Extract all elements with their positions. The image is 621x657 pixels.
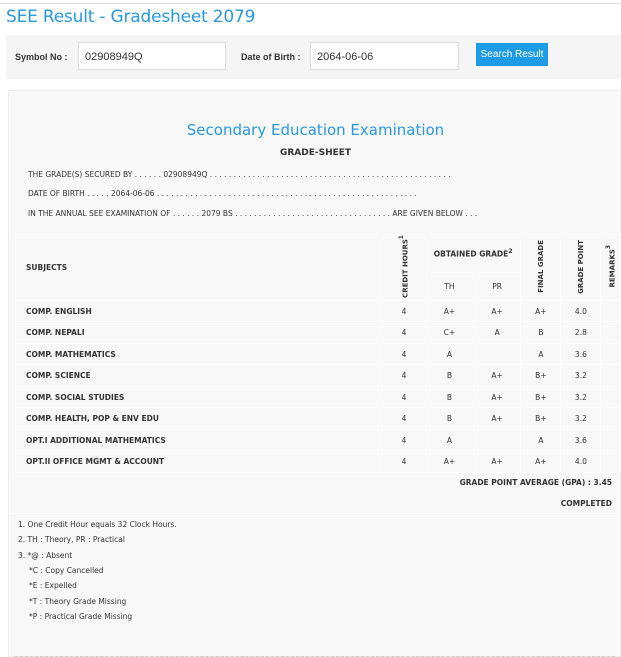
- table-row: OPT.I ADDITIONAL MATHEMATICS 4 A A 3.6: [15, 428, 621, 452]
- cell-final: A: [520, 342, 562, 366]
- cell-final: A+: [520, 450, 562, 473]
- table-row: COMP. SOCIAL STUDIES 4 B A+ B+ 3.2: [15, 385, 621, 409]
- header-th: TH: [425, 271, 474, 301]
- divider: [9, 513, 620, 514]
- cell-credit: 4: [382, 299, 426, 323]
- cell-credit: 4: [382, 407, 426, 430]
- cell-th: A+: [425, 299, 474, 323]
- cell-subject: COMP. NEPALI: [15, 321, 383, 344]
- table-row: COMP. NEPALI 4 C+ A B 2.8: [15, 321, 621, 344]
- cell-credit: 4: [382, 364, 426, 387]
- header-pr: PR: [472, 271, 522, 301]
- cell-pr: A+: [472, 407, 522, 430]
- sheet-subtitle: GRADE-SHEET: [279, 148, 352, 158]
- sheet-title: Secondary Education Examination: [186, 121, 445, 139]
- footnote: 2. TH : Theory, PR : Practical: [18, 535, 125, 545]
- cell-pr: A+: [472, 299, 522, 323]
- cell-remarks: [600, 428, 621, 452]
- footnote: *C : Copy Cancelled: [29, 565, 104, 575]
- grades-table: SUBJECTS CREDIT HOURS1 OBTAINED GRADE2 F…: [15, 234, 621, 473]
- cell-th: B: [425, 364, 474, 387]
- footnote: *T : Theory Grade Missing: [29, 596, 127, 606]
- header-point: GRADE POINT: [560, 234, 602, 301]
- cell-th: A: [425, 342, 474, 366]
- cell-pr: A+: [472, 364, 522, 387]
- cell-final: A+: [520, 299, 562, 323]
- cell-point: 3.2: [560, 407, 602, 430]
- cell-credit: 4: [382, 342, 426, 366]
- cell-point: 3.2: [560, 385, 602, 409]
- header-obtained: OBTAINED GRADE2: [424, 234, 522, 273]
- grade-secured-line: THE GRADE(S) SECURED BY . . . . . . 0290…: [28, 170, 451, 179]
- dob-input[interactable]: 2064-06-06: [310, 42, 459, 70]
- cell-remarks: [600, 342, 621, 366]
- table-row: COMP. SCIENCE 4 B A+ B+ 3.2: [15, 364, 621, 387]
- exam-line: IN THE ANNUAL SEE EXAMINATION OF . . . .…: [28, 209, 478, 218]
- cell-final: B+: [520, 407, 562, 430]
- table-row: COMP. ENGLISH 4 A+ A+ A+ 4.0: [15, 299, 621, 323]
- table-row: COMP. MATHEMATICS 4 A A 3.6: [15, 342, 621, 366]
- cell-remarks: [600, 299, 621, 323]
- symbol-label: Symbol No :: [15, 52, 68, 62]
- cell-credit: 4: [382, 321, 426, 344]
- cell-point: 3.6: [560, 342, 602, 366]
- header-credit: CREDIT HOURS1: [382, 234, 426, 301]
- cell-credit: 4: [382, 450, 426, 473]
- cell-pr: A: [472, 321, 522, 344]
- header-remarks: REMARKS3: [600, 234, 621, 301]
- cell-th: C+: [425, 321, 474, 344]
- cell-pr: [472, 342, 522, 366]
- cell-final: B: [520, 321, 562, 344]
- search-result-button[interactable]: Search Result: [476, 43, 548, 66]
- cell-remarks: [600, 364, 621, 387]
- cell-subject: COMP. SOCIAL STUDIES: [15, 385, 383, 409]
- cell-remarks: [600, 321, 621, 344]
- cell-pr: A+: [472, 450, 522, 473]
- cell-subject: COMP. HEALTH, POP & ENV EDU: [15, 407, 383, 430]
- status: COMPLETED: [560, 499, 612, 508]
- cell-subject: COMP. MATHEMATICS: [15, 342, 383, 366]
- gpa: GRADE POINT AVERAGE (GPA) : 3.45: [459, 478, 612, 487]
- table-row: OPT.II OFFICE MGMT & ACCOUNT 4 A+ A+ A+ 4.0: [15, 450, 621, 473]
- cell-subject: OPT.II OFFICE MGMT & ACCOUNT: [15, 450, 383, 473]
- cell-point: 3.6: [560, 428, 602, 452]
- cell-th: A: [425, 428, 474, 452]
- cell-credit: 4: [382, 428, 426, 452]
- footnote: 3. *@ : Absent: [18, 550, 73, 560]
- cell-remarks: [600, 385, 621, 409]
- dob-line: DATE OF BIRTH . . . . . 2064-06-06 . . .…: [28, 189, 417, 198]
- cell-pr: [472, 428, 522, 452]
- header-subjects: SUBJECTS: [15, 234, 383, 301]
- cell-th: B: [425, 385, 474, 409]
- cell-th: B: [425, 407, 474, 430]
- dob-label: Date of Birth :: [241, 52, 301, 62]
- table-row: COMP. HEALTH, POP & ENV EDU 4 B A+ B+ 3.2: [15, 407, 621, 430]
- top-divider: [0, 3, 621, 4]
- cell-remarks: [600, 407, 621, 430]
- page-title: SEE Result - Gradesheet 2079: [6, 7, 256, 27]
- cell-final: B+: [520, 364, 562, 387]
- cell-credit: 4: [382, 385, 426, 409]
- cell-th: A+: [425, 450, 474, 473]
- cell-final: B+: [520, 385, 562, 409]
- cell-point: 2.8: [560, 321, 602, 344]
- cell-point: 4.0: [560, 299, 602, 323]
- cell-pr: A+: [472, 385, 522, 409]
- cell-subject: COMP. SCIENCE: [15, 364, 383, 387]
- cell-point: 4.0: [560, 450, 602, 473]
- cell-remarks: [600, 450, 621, 473]
- cell-subject: COMP. ENGLISH: [15, 299, 383, 323]
- header-final: FINAL GRADE: [520, 234, 562, 301]
- symbol-input[interactable]: 02908949Q: [78, 42, 226, 70]
- cell-subject: OPT.I ADDITIONAL MATHEMATICS: [15, 428, 383, 452]
- gradesheet: Secondary Education Examination GRADE-SH…: [8, 90, 621, 657]
- cell-point: 3.2: [560, 364, 602, 387]
- footnote: *E : Expelled: [29, 581, 77, 591]
- footnote: 1. One Credit Hour equals 32 Clock Hours…: [18, 520, 177, 529]
- footnote: *P : Practical Grade Missing: [29, 611, 133, 621]
- cell-final: A: [520, 428, 562, 452]
